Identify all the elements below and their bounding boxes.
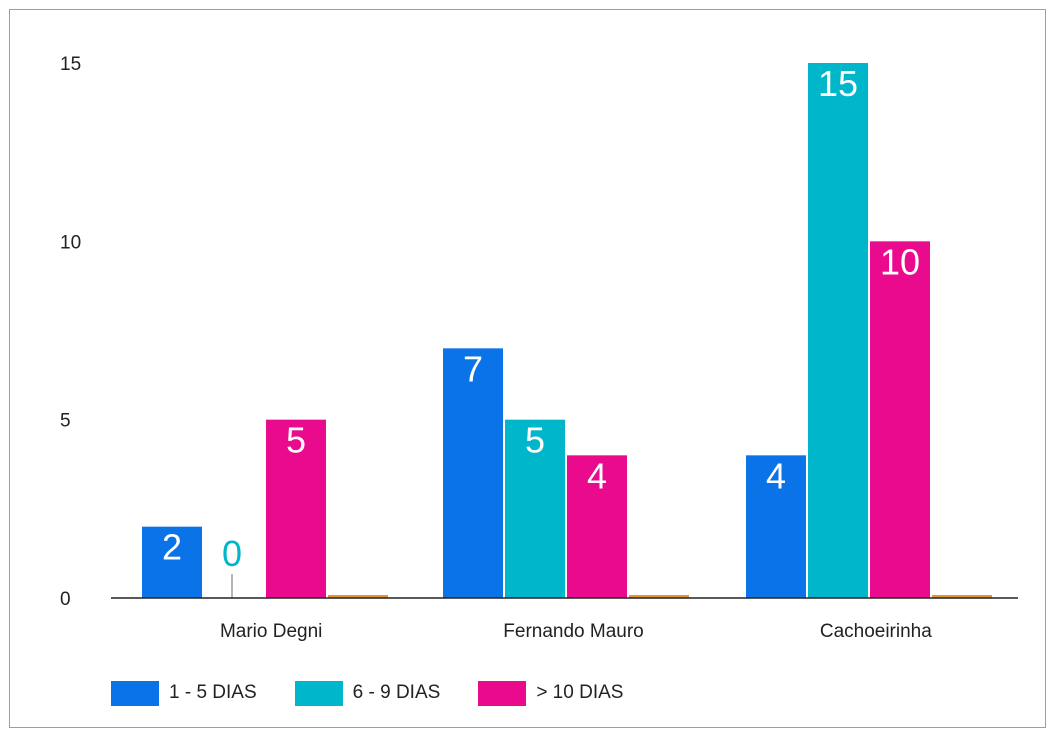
x-tick-label: Cachoeirinha (820, 621, 932, 642)
data-label: 4 (766, 455, 786, 496)
extra-series-bar (932, 595, 992, 598)
y-axis-ticks: 0 5 10 15 (60, 54, 81, 610)
bar[interactable] (808, 63, 868, 598)
extra-series-bar (328, 595, 388, 598)
bar[interactable] (870, 241, 930, 599)
data-label: 15 (818, 63, 858, 104)
legend-label-series-2: 6 - 9 DIAS (352, 682, 441, 703)
legend-swatch-series-1 (111, 680, 159, 706)
legend-item-series-2[interactable]: 6 - 9 DIAS (294, 680, 441, 706)
x-axis-labels: Mario Degni Fernando Mauro Cachoeirinha (220, 621, 932, 642)
legend-label-series-3: > 10 DIAS (536, 682, 624, 703)
y-tick-label: 10 (60, 232, 81, 253)
data-label: 5 (525, 420, 545, 461)
data-labels: 2 0 5 7 5 4 4 15 10 (162, 63, 920, 574)
bar[interactable] (505, 419, 565, 598)
data-label: 0 (222, 533, 242, 574)
bar[interactable] (266, 419, 326, 598)
extra-series-bar (629, 595, 689, 598)
legend-item-series-1[interactable]: 1 - 5 DIAS (111, 680, 257, 706)
legend-label-series-1: 1 - 5 DIAS (169, 682, 257, 703)
legend-item-series-3[interactable]: > 10 DIAS (478, 680, 624, 706)
data-label: 10 (880, 241, 920, 282)
data-label: 5 (286, 420, 306, 461)
bar[interactable] (443, 348, 503, 598)
bars (142, 63, 992, 599)
bar[interactable] (142, 526, 202, 598)
y-tick-label: 5 (60, 411, 71, 432)
data-label: 7 (463, 348, 483, 389)
bar[interactable] (746, 455, 806, 598)
legend-swatch-series-3 (478, 680, 527, 706)
data-label: 2 (162, 527, 182, 568)
x-tick-label: Fernando Mauro (503, 621, 643, 642)
legend: 1 - 5 DIAS 6 - 9 DIAS > 10 DIAS (111, 680, 661, 706)
y-tick-label: 15 (60, 54, 81, 75)
data-label: 4 (587, 455, 607, 496)
bar[interactable] (567, 455, 627, 598)
x-tick-label: Mario Degni (220, 621, 322, 642)
legend-swatch-series-2 (294, 680, 343, 706)
y-tick-label: 0 (60, 589, 71, 610)
